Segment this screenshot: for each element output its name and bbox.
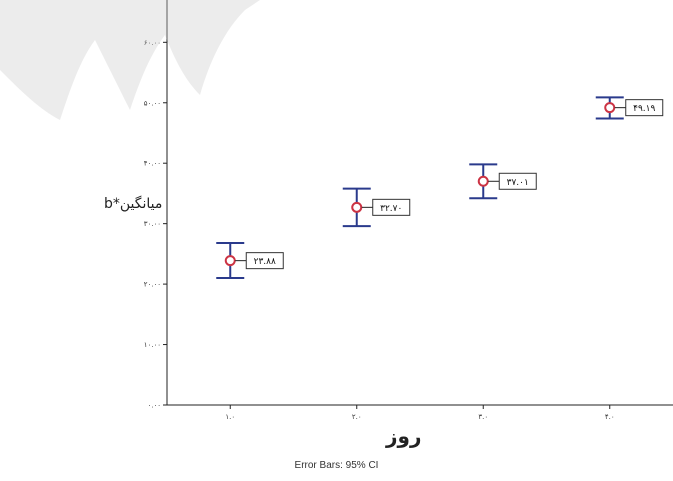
- mean-marker-1: [224, 255, 236, 267]
- x-tick-label: ۴.۰: [605, 413, 615, 421]
- y-tick-label: ۰.۰۰: [147, 402, 161, 410]
- value-label-1: ۲۳.۸۸: [254, 257, 276, 267]
- value-label-box-4: [625, 99, 664, 117]
- x-tick-label: ۱.۰: [225, 413, 235, 421]
- y-tick-label: ۳۰.۰۰: [144, 220, 161, 228]
- y-tick-label: ۴۰.۰۰: [144, 160, 161, 168]
- value-label-3: ۳۷.۰۱: [507, 178, 529, 188]
- x-tick-label: ۳.۰: [478, 413, 488, 421]
- y-tick-label: ۶۰.۰۰: [144, 39, 161, 47]
- error-bars-footnote: Error Bars: 95% CI: [294, 460, 379, 471]
- value-label-2: ۳۲.۷۰: [380, 204, 402, 214]
- value-label-box-1: [245, 252, 284, 270]
- y-tick-label: ۱۰.۰۰: [144, 341, 161, 349]
- y-axis-label: میانگین*b: [104, 196, 163, 212]
- y-tick-label: ۵۰.۰۰: [144, 99, 161, 107]
- watermark: [0, 0, 260, 120]
- value-label-box-2: [372, 198, 411, 216]
- y-tick-label: ۲۰.۰۰: [144, 281, 161, 289]
- mean-marker-2: [351, 201, 363, 213]
- x-axis-label: روز: [386, 424, 422, 448]
- value-label-4: ۴۹.۱۹: [633, 104, 655, 114]
- mean-marker-4: [604, 102, 616, 114]
- x-tick-label: ۲.۰: [352, 413, 362, 421]
- value-label-box-3: [498, 172, 537, 190]
- mean-marker-3: [477, 175, 489, 187]
